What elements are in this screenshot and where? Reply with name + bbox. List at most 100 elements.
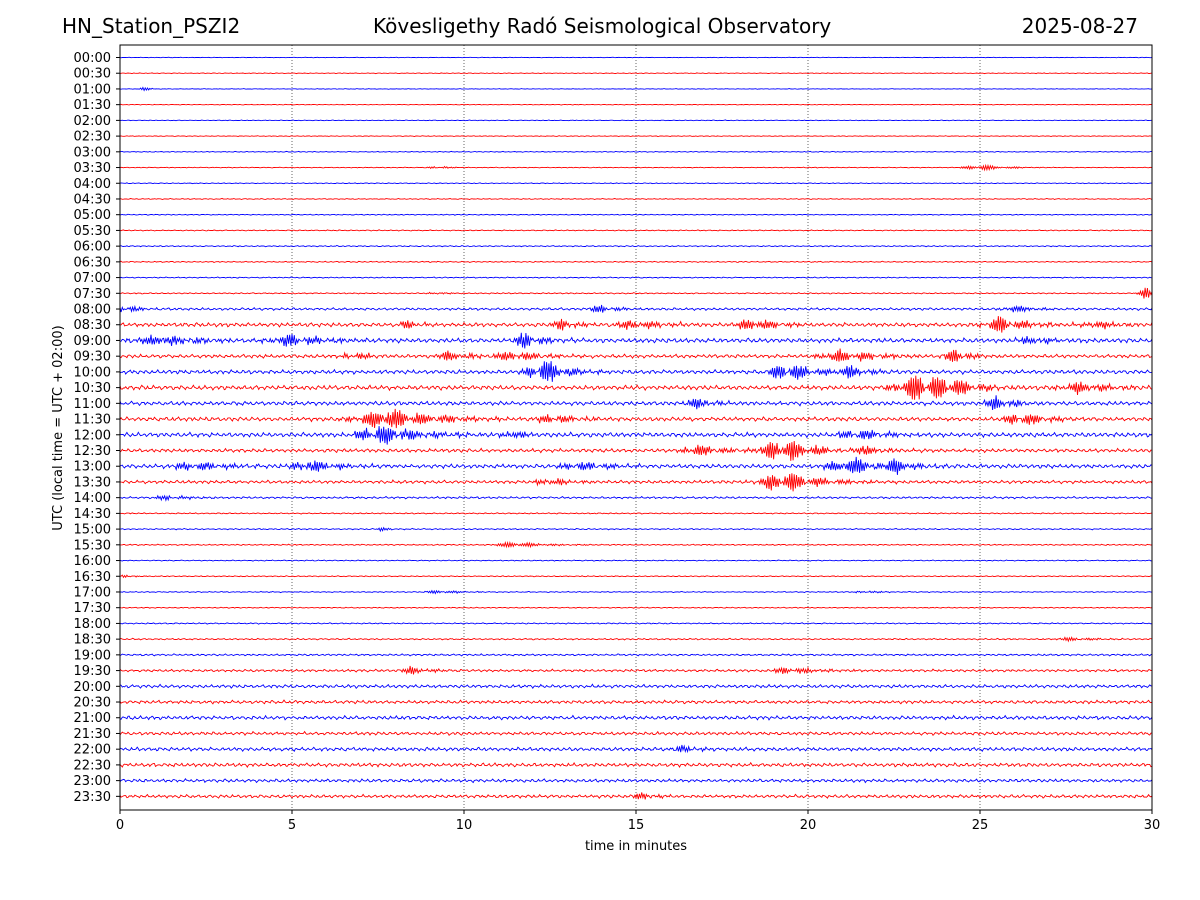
trace-04:30 (119, 197, 1153, 200)
trace-16:00 (119, 559, 1153, 562)
x-tick-label: 20 (800, 818, 817, 833)
seismic-traces (119, 56, 1153, 800)
trace-07:30 (119, 287, 1153, 299)
trace-14:30 (119, 512, 1153, 515)
trace-06:00 (119, 245, 1153, 248)
y-tick-label: 12:00 (74, 428, 111, 443)
trace-21:00 (119, 714, 1153, 721)
y-tick-label: 22:00 (74, 743, 111, 758)
y-tick-label: 15:00 (74, 523, 111, 538)
trace-06:30 (119, 260, 1153, 264)
y-tick-label: 04:00 (74, 177, 111, 192)
y-tick-label: 06:30 (74, 255, 111, 270)
x-tick-label: 5 (288, 818, 296, 833)
y-tick-label: 16:30 (74, 570, 111, 585)
trace-23:30 (119, 792, 1153, 800)
y-tick-label: 08:30 (74, 318, 111, 333)
y-tick-label: 16:00 (74, 554, 111, 569)
trace-02:30 (119, 135, 1152, 137)
y-tick-label: 14:00 (74, 491, 111, 506)
x-axis: 0 5 10 15 20 25 30 (116, 810, 1160, 833)
trace-04:00 (119, 182, 1152, 185)
y-tick-label: 02:30 (74, 130, 111, 145)
trace-21:30 (119, 730, 1153, 737)
trace-08:30 (119, 316, 1153, 333)
trace-09:00 (119, 332, 1153, 349)
trace-22:30 (119, 761, 1153, 769)
y-tick-label: 03:00 (74, 145, 111, 160)
trace-00:00 (119, 56, 1153, 59)
y-tick-label: 19:00 (74, 648, 111, 663)
trace-03:00 (119, 150, 1153, 153)
y-tick-label: 05:30 (74, 224, 111, 239)
y-tick-label: 01:30 (74, 98, 111, 113)
x-tick-label: 0 (116, 818, 124, 833)
y-tick-label: 17:30 (74, 601, 111, 616)
x-tick-label: 15 (628, 818, 645, 833)
trace-13:30 (119, 473, 1153, 492)
trace-20:30 (119, 699, 1153, 705)
y-tick-label: 13:00 (74, 460, 111, 475)
y-tick-label: 06:00 (74, 240, 111, 255)
trace-10:30 (119, 375, 1153, 400)
y-tick-label: 23:30 (74, 790, 111, 805)
y-tick-label: 15:30 (74, 538, 111, 553)
y-axis-label: UTC (local time = UTC + 02:00) (51, 325, 66, 530)
trace-10:00 (119, 361, 1153, 382)
y-tick-label: 14:30 (74, 507, 111, 522)
y-tick-label: 04:30 (74, 192, 111, 207)
trace-17:30 (119, 606, 1153, 609)
trace-18:00 (119, 622, 1153, 625)
trace-19:30 (119, 665, 1153, 675)
y-tick-label: 20:00 (74, 680, 111, 695)
y-tick-label: 02:00 (74, 114, 111, 129)
trace-12:30 (119, 440, 1153, 461)
y-tick-label: 13:30 (74, 475, 111, 490)
trace-19:00 (119, 653, 1153, 657)
x-tick-label: 10 (456, 818, 473, 833)
trace-05:00 (119, 213, 1153, 216)
y-tick-label: 07:00 (74, 271, 111, 286)
y-tick-label: 17:00 (74, 585, 111, 600)
y-tick-label: 08:00 (74, 303, 111, 318)
trace-00:30 (119, 72, 1153, 75)
trace-20:00 (119, 683, 1152, 690)
chart-date: 2025-08-27 (1021, 14, 1138, 38)
trace-14:00 (120, 494, 1153, 502)
y-tick-label: 23:00 (74, 774, 111, 789)
y-tick-label: 00:30 (74, 67, 111, 82)
trace-01:00 (119, 86, 1153, 92)
trace-17:00 (119, 589, 1152, 595)
trace-22:00 (119, 744, 1153, 754)
trace-15:00 (120, 526, 1153, 533)
grid-lines (291, 45, 981, 810)
y-tick-label: 09:00 (74, 334, 111, 349)
trace-08:00 (119, 304, 1153, 314)
trace-23:00 (119, 778, 1153, 784)
y-tick-label: 03:30 (74, 161, 111, 176)
y-tick-label: 21:30 (74, 727, 111, 742)
y-tick-label: 21:00 (74, 711, 111, 726)
y-tick-label: 18:00 (74, 617, 111, 632)
y-tick-label: 07:30 (74, 287, 111, 302)
trace-09:30 (119, 348, 1153, 362)
x-axis-label: time in minutes (585, 839, 687, 854)
y-tick-label: 18:30 (74, 633, 111, 648)
y-tick-label: 19:30 (74, 664, 111, 679)
trace-15:30 (120, 540, 1153, 549)
trace-16:30 (119, 574, 1153, 579)
y-tick-label: 22:30 (74, 758, 111, 773)
trace-11:00 (119, 395, 1153, 411)
trace-13:00 (119, 456, 1153, 475)
y-tick-label: 11:00 (74, 397, 111, 412)
y-tick-label: 20:30 (74, 696, 111, 711)
trace-18:30 (119, 636, 1153, 643)
y-tick-label: 09:30 (74, 350, 111, 365)
x-tick-label: 30 (1144, 818, 1161, 833)
chart-title: Kövesligethy Radó Seismological Observat… (373, 14, 832, 38)
trace-11:30 (119, 408, 1153, 429)
trace-02:00 (119, 119, 1152, 122)
y-tick-label: 01:00 (74, 82, 111, 97)
trace-03:30 (119, 163, 1153, 172)
